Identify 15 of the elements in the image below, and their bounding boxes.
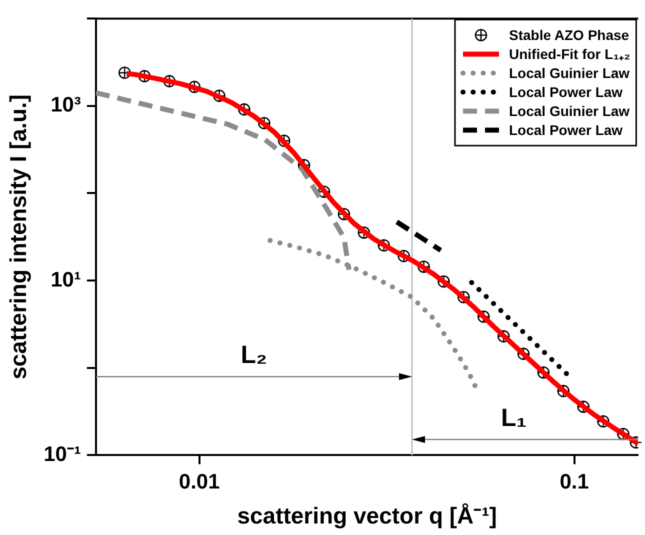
legend-label: Unified-Fit for L₁₊₂ <box>508 46 630 62</box>
legend-label: Stable AZO Phase <box>508 26 630 43</box>
y-tick-label: 10³ <box>50 94 81 117</box>
legend-label: Local Guinier Law <box>508 102 630 119</box>
annotation: L₂ <box>240 341 268 370</box>
y-tick-label: 10⁻¹ <box>44 442 81 466</box>
legend-label: Local Power Law <box>508 84 623 100</box>
y-axis-title: scattering intensity I [a.u.] <box>5 94 32 380</box>
annotation: L₁ <box>500 404 527 432</box>
x-tick-label: 0.01 <box>178 470 220 494</box>
legend-label: Local Guinier Law <box>508 64 630 81</box>
x-axis-title: scattering vector q [Å⁻¹] <box>237 502 497 529</box>
x-tick-label: 0.1 <box>560 470 590 494</box>
y-tick-label: 10¹ <box>50 268 81 292</box>
legend-label: Local Power Law <box>508 122 623 138</box>
